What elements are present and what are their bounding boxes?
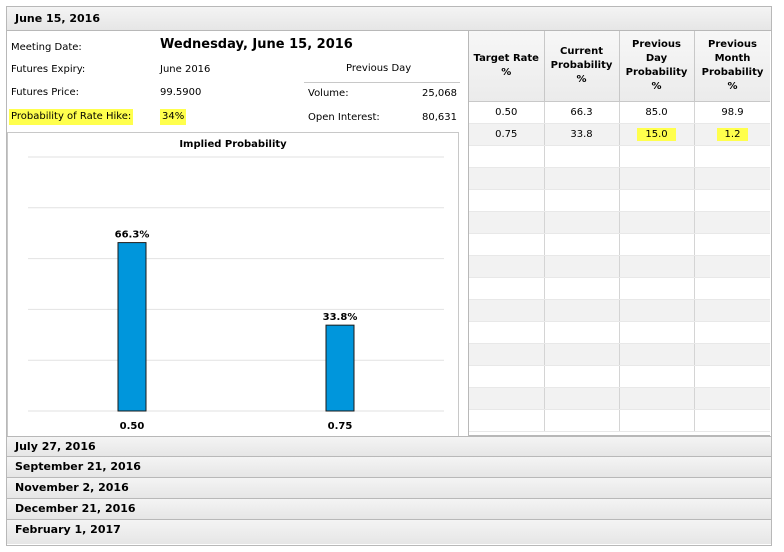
empty-row: [469, 409, 770, 432]
futures-price-label: Futures Price:: [11, 87, 79, 98]
cell-target-rate: 0.50: [469, 101, 545, 124]
chart-tick-label: 0.50: [120, 421, 145, 432]
meeting-date-value: Wednesday, June 15, 2016: [160, 37, 353, 52]
volume-value: 25,068: [422, 88, 457, 99]
empty-row: [469, 189, 770, 212]
cell-previous-day-probability: 85.0: [619, 101, 695, 124]
accordion-header-november-2-2016[interactable]: November 2, 2016: [7, 478, 771, 499]
futures-expiry-label: Futures Expiry:: [11, 64, 86, 75]
accordion-header-february-1-2017[interactable]: February 1, 2017: [7, 520, 771, 544]
futures-expiry-value: June 2016: [160, 64, 211, 75]
empty-row: [469, 321, 770, 344]
chart-svg: Implied Probability 66.3% 0.50 33.8% 0.75: [28, 139, 444, 432]
highlighted-value: 1.2: [716, 128, 749, 141]
table-row: 0.50 66.3 85.0 98.9: [469, 101, 770, 124]
previous-day-divider: [304, 82, 460, 83]
chart-data-label: 66.3%: [115, 230, 150, 241]
col-header-previous-day-probability: Previous Day Probability %: [619, 31, 695, 102]
col-header-current-probability: Current Probability %: [544, 31, 620, 102]
cell-current-probability: 66.3: [544, 101, 620, 124]
cell-target-rate: 0.75: [469, 123, 545, 146]
chart-bar: [325, 324, 355, 412]
col-header-target-rate: Target Rate %: [469, 31, 545, 102]
empty-row: [469, 167, 770, 190]
implied-probability-chart: Implied Probability 66.3% 0.50 33.8% 0.75: [7, 132, 459, 437]
cell-previous-month-probability: 1.2: [694, 123, 770, 146]
empty-row: [469, 211, 770, 234]
futures-price-value: 99.5900: [160, 87, 202, 98]
open-interest-label: Open Interest:: [308, 112, 380, 123]
chart-bar: [117, 242, 147, 412]
prob-hike-label: Probability of Rate Hike:: [9, 109, 134, 125]
prob-hike-value: 34%: [160, 109, 187, 125]
previous-day-heading: Previous Day: [346, 63, 412, 74]
volume-label: Volume:: [308, 88, 349, 99]
accordion-header-september-21-2016[interactable]: September 21, 2016: [7, 457, 771, 478]
open-interest-value: 80,631: [422, 112, 457, 123]
empty-row: [469, 233, 770, 256]
empty-row: [469, 365, 770, 388]
cell-current-probability: 33.8: [544, 123, 620, 146]
cell-previous-month-probability: 98.9: [694, 101, 770, 124]
highlighted-value: 15.0: [637, 128, 676, 141]
empty-row: [469, 255, 770, 278]
empty-row: [469, 387, 770, 410]
accordion-header-july-27-2016[interactable]: July 27, 2016: [7, 436, 771, 457]
empty-row: [469, 343, 770, 366]
empty-row: [469, 299, 770, 322]
empty-row: [469, 145, 770, 168]
meeting-date-label: Meeting Date:: [11, 42, 82, 53]
chart-title: Implied Probability: [179, 139, 287, 150]
cell-previous-day-probability: 15.0: [619, 123, 695, 146]
chart-tick-label: 0.75: [328, 421, 353, 432]
chart-data-label: 33.8%: [323, 312, 358, 323]
probability-table: Target Rate % Current Probability % Prev…: [468, 31, 770, 436]
empty-row: [469, 277, 770, 300]
fed-probability-panel: June 15, 2016 Meeting Date: Wednesday, J…: [6, 6, 772, 546]
col-header-previous-month-probability: Previous Month Probability %: [694, 31, 770, 102]
table-row: 0.75 33.8 15.0 1.2: [469, 123, 770, 146]
accordion-header-june-15-2016[interactable]: June 15, 2016: [7, 7, 771, 31]
accordion-header-december-21-2016[interactable]: December 21, 2016: [7, 499, 771, 520]
